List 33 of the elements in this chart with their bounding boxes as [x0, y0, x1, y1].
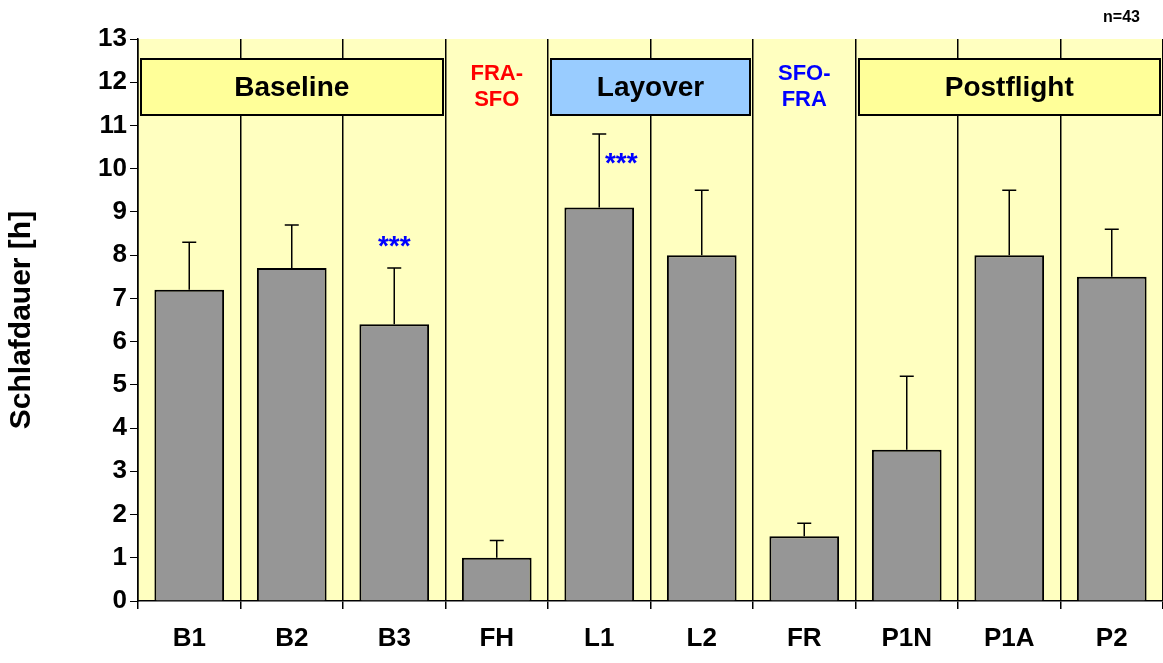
- annotation: ***: [377, 229, 411, 261]
- x-tick-label: B2: [275, 621, 309, 652]
- y-tick-label: 4: [112, 411, 128, 442]
- x-tick-label: L2: [686, 621, 717, 652]
- y-tick-label: 9: [112, 195, 127, 226]
- text: n=43: [1103, 8, 1141, 26]
- y-tick-label: 0: [112, 584, 127, 615]
- y-tick-label: 6: [112, 324, 127, 355]
- x-tick-label: FH: [479, 621, 515, 652]
- y-tick-label: 13: [98, 22, 127, 53]
- label-box: Layover: [550, 58, 751, 116]
- y-tick-label: 1: [112, 540, 127, 571]
- label-box: Baseline: [140, 58, 444, 116]
- y-tick-label: 5: [112, 368, 127, 399]
- y-tick-label: 7: [112, 281, 127, 312]
- label-box: Postflight: [857, 58, 1161, 116]
- y-tick-label: 10: [98, 151, 127, 182]
- y-axis-title: Schlafdauer [h]: [3, 210, 37, 430]
- y-tick-label: 3: [112, 454, 127, 485]
- x-tick-label: P1A: [983, 621, 1035, 652]
- y-tick-label: 11: [99, 108, 127, 139]
- annotation: SFO-FRA: [776, 59, 832, 113]
- x-tick-label: B1: [172, 621, 206, 652]
- x-tick-label: P2: [1095, 621, 1128, 652]
- y-tick-label: 12: [98, 65, 127, 96]
- y-tick-label: 2: [112, 497, 127, 528]
- y-tick-label: 8: [112, 238, 127, 269]
- annotation: FRA-SFO: [469, 59, 524, 113]
- x-tick-label: L1: [584, 621, 615, 652]
- annotation: ***: [604, 146, 638, 178]
- x-tick-label: B3: [377, 621, 411, 652]
- x-tick-label: P1N: [881, 621, 933, 652]
- x-tick-label: FR: [786, 621, 822, 652]
